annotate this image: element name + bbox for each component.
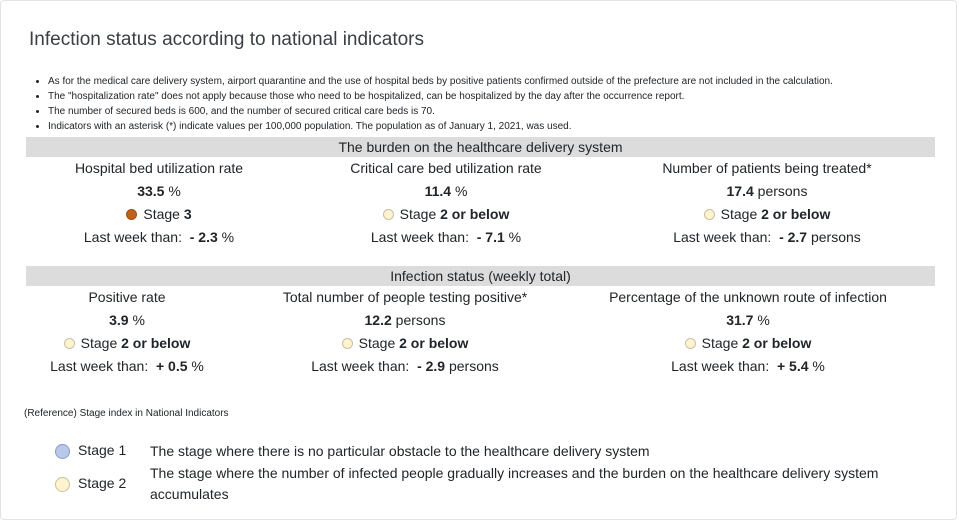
indicator-label: Critical care bed utilization rate xyxy=(350,160,542,176)
legend-stage-name: Stage 1 xyxy=(78,442,127,458)
indicator-label: Total number of people testing positive* xyxy=(282,289,528,305)
note-item: Indicators with an asterisk (*) indicate… xyxy=(48,119,948,134)
stage-1-dot-icon xyxy=(55,444,70,459)
reference-heading: (Reference) Stage index in National Indi… xyxy=(24,408,229,419)
indicator-label: Number of patients being treated* xyxy=(662,160,872,176)
weekly-change: Last week than: + 0.5 % xyxy=(50,358,204,374)
legend-item-stage-1: Stage 1 The stage where there is no part… xyxy=(55,440,935,462)
indicator-positive-rate: Positive rate 3.9 % Stage 2 or below Las… xyxy=(27,286,227,378)
page-title: Infection status according to national i… xyxy=(29,29,425,50)
indicator-value: 31.7 % xyxy=(726,312,770,328)
indicator-value: 17.4 persons xyxy=(726,183,808,199)
weekly-change: Last week than: - 7.1 % xyxy=(370,229,522,245)
stage-2-dot-icon xyxy=(55,477,70,492)
note-item: The "hospitalization rate" does not appl… xyxy=(48,89,948,104)
note-item: The number of secured beds is 600, and t… xyxy=(48,104,948,119)
section-healthcare-burden: The burden on the healthcare delivery sy… xyxy=(26,137,935,257)
stage-badge: Stage 2 or below xyxy=(642,203,892,226)
indicator-value: 11.4 % xyxy=(424,183,468,199)
indicator-total-testing-positive: Total number of people testing positive*… xyxy=(265,286,545,378)
stage-3-dot-icon xyxy=(126,209,138,220)
indicator-value: 3.9 % xyxy=(109,312,145,328)
stage-badge: Stage 3 xyxy=(59,203,259,226)
weekly-change: Last week than: - 2.3 % xyxy=(83,229,235,245)
stage-2-dot-icon xyxy=(63,338,75,349)
indicator-hospital-bed-utilization: Hospital bed utilization rate 33.5 % Sta… xyxy=(59,157,259,249)
stage-2-dot-icon xyxy=(341,338,353,349)
indicator-critical-care-bed-utilization: Critical care bed utilization rate 11.4 … xyxy=(331,157,561,249)
notes-list: As for the medical care delivery system,… xyxy=(31,74,948,134)
weekly-change: Last week than: - 2.9 persons xyxy=(311,358,499,374)
indicator-label: Percentage of the unknown route of infec… xyxy=(609,289,887,305)
legend-stage-description: The stage where the number of infected p… xyxy=(150,465,879,502)
stage-2-dot-icon xyxy=(382,209,394,220)
weekly-change: Last week than: + 5.4 % xyxy=(671,358,825,374)
stage-2-dot-icon xyxy=(684,338,696,349)
indicator-label: Hospital bed utilization rate xyxy=(74,160,244,176)
indicator-row: Positive rate 3.9 % Stage 2 or below Las… xyxy=(26,286,935,386)
stage-badge: Stage 2 or below xyxy=(27,332,227,355)
stage-badge: Stage 2 or below xyxy=(265,332,545,355)
indicator-row: Hospital bed utilization rate 33.5 % Sta… xyxy=(26,157,935,257)
section-heading: The burden on the healthcare delivery sy… xyxy=(26,137,935,157)
stage-badge: Stage 2 or below xyxy=(331,203,561,226)
stage-2-dot-icon xyxy=(703,209,715,220)
indicator-value: 12.2 persons xyxy=(364,312,446,328)
section-heading: Infection status (weekly total) xyxy=(26,266,935,286)
legend-item-stage-2: Stage 2 The stage where the number of in… xyxy=(55,463,935,505)
note-item: As for the medical care delivery system,… xyxy=(48,74,948,89)
section-infection-status: Infection status (weekly total) Positive… xyxy=(26,266,935,386)
weekly-change: Last week than: - 2.7 persons xyxy=(673,229,861,245)
indicator-unknown-route: Percentage of the unknown route of infec… xyxy=(598,286,898,378)
legend-stage-description: The stage where there is no particular o… xyxy=(150,443,650,459)
legend-stage-name: Stage 2 xyxy=(78,475,127,491)
indicator-label: Positive rate xyxy=(88,289,166,305)
stage-badge: Stage 2 or below xyxy=(598,332,898,355)
indicator-value: 33.5 % xyxy=(137,183,181,199)
indicator-patients-being-treated: Number of patients being treated* 17.4 p… xyxy=(642,157,892,249)
